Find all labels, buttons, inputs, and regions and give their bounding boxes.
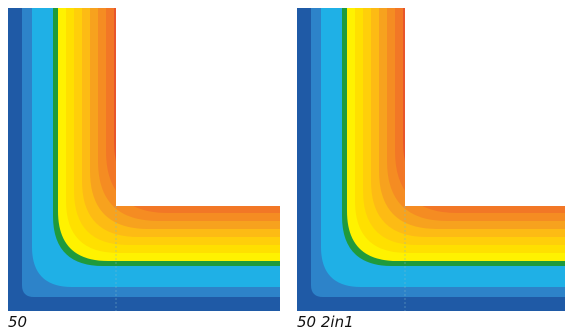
panel-caption: 50 2in1	[297, 313, 354, 331]
isotherm-band	[114, 8, 280, 205]
thermal-panel-50	[8, 8, 280, 311]
isotherm-band	[90, 8, 280, 229]
isotherm-band	[387, 8, 565, 221]
isotherm-diagram	[297, 8, 565, 311]
isotherm-band	[106, 8, 280, 213]
thermal-panel-50-2in1	[297, 8, 565, 311]
isotherm-band	[98, 8, 280, 221]
panel-caption: 50	[8, 313, 28, 331]
isotherm-diagram	[8, 8, 280, 311]
isotherm-band	[379, 8, 565, 229]
isotherm-band	[403, 8, 565, 205]
isotherm-band	[395, 8, 565, 213]
